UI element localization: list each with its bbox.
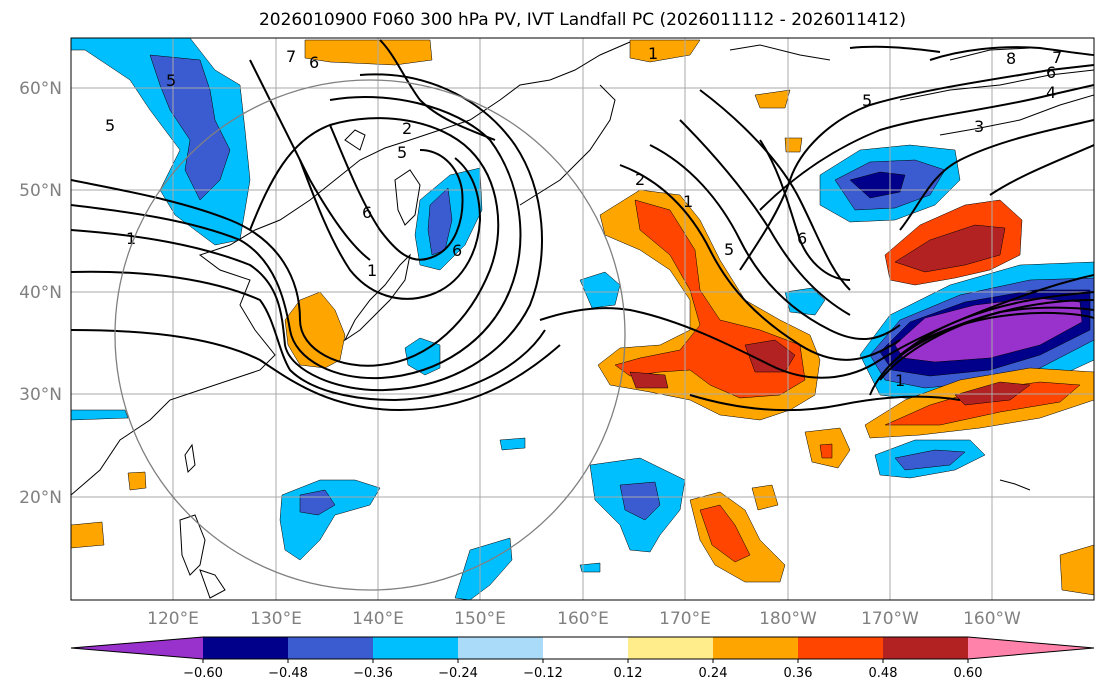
lon-tick-label: 160°W <box>963 609 1021 629</box>
lat-tick-label: 60°N <box>19 79 62 99</box>
colorbar-label: −0.48 <box>268 666 308 681</box>
colorbar-segment <box>713 637 798 659</box>
contour-labels: 5 5 1 7 6 2 5 6 1 6 7 8 6 4 3 1 5 6 2 1 … <box>105 44 1062 390</box>
coastlines <box>71 41 1094 599</box>
pv-contours <box>71 39 1094 412</box>
contour-label: 1 <box>126 229 136 248</box>
lat-tick-label: 30°N <box>19 385 62 405</box>
contour-label: 7 <box>286 47 296 66</box>
contour-label: 4 <box>1046 83 1056 102</box>
colorbar-segment <box>458 637 543 659</box>
contour-label: 6 <box>1046 63 1056 82</box>
contour-label: 5 <box>862 91 872 110</box>
contour-label: 3 <box>974 117 984 136</box>
colorbar-label: −0.24 <box>438 666 478 681</box>
contour-label: 1 <box>367 261 377 280</box>
colorbar-label: 0.48 <box>869 666 898 681</box>
figure-title: 2026010900 F060 300 hPa PV, IVT Landfall… <box>258 10 906 30</box>
lat-tick-label: 40°N <box>19 283 62 303</box>
contour-label: 6 <box>362 203 372 222</box>
colorbar-segment <box>543 637 628 659</box>
colorbar-label: −0.36 <box>353 666 393 681</box>
contour-label: 6 <box>452 241 462 260</box>
contour-label: 2 <box>635 170 645 189</box>
contour-label: 6 <box>309 53 319 72</box>
colorbar-segment <box>288 637 373 659</box>
contour-label: 6 <box>797 229 807 248</box>
lon-tick-label: 160°E <box>557 609 609 629</box>
map-plot-area: 5 5 1 7 6 2 5 6 1 6 7 8 6 4 3 1 5 6 2 1 … <box>71 38 1094 600</box>
longitude-labels: 120°E 130°E 140°E 150°E 160°E 170°E 180°… <box>147 609 1021 629</box>
contour-label: 8 <box>1006 49 1016 68</box>
contour-label: 5 <box>105 116 115 135</box>
contour-label: 1 <box>683 192 693 211</box>
colorbar-label: 0.24 <box>699 666 728 681</box>
colorbar-label: 0.12 <box>614 666 643 681</box>
contour-label: 2 <box>402 119 412 138</box>
lat-tick-label: 50°N <box>19 181 62 201</box>
colorbar-segment <box>883 637 968 659</box>
latitude-labels: 60°N 50°N 40°N 30°N 20°N <box>19 79 62 508</box>
contour-label: 5 <box>166 71 176 90</box>
colorbar-label: −0.12 <box>523 666 563 681</box>
colorbar-label: −0.60 <box>183 666 223 681</box>
contour-label: 1 <box>648 44 658 63</box>
lon-tick-label: 180°W <box>759 609 817 629</box>
lon-tick-label: 170°E <box>659 609 711 629</box>
map-frame <box>70 37 1095 601</box>
lon-tick-label: 150°E <box>454 609 506 629</box>
colorbar-segment <box>203 637 288 659</box>
contour-label: 5 <box>724 240 734 259</box>
colorbar-segment <box>373 637 458 659</box>
lon-tick-label: 130°E <box>250 609 302 629</box>
colorbar-extend-high <box>968 637 1094 659</box>
colorbar-segment <box>628 637 713 659</box>
colorbar: −0.60 −0.48 −0.36 −0.24 −0.12 0.12 0.24 … <box>70 636 1095 681</box>
colorbar-label: 0.60 <box>954 666 983 681</box>
colorbar-extend-low <box>71 637 203 659</box>
contour-label: 7 <box>1052 48 1062 67</box>
contour-label: 1 <box>895 371 905 390</box>
colorbar-label: 0.36 <box>784 666 813 681</box>
contour-label: 5 <box>397 143 407 162</box>
lon-tick-label: 170°W <box>861 609 919 629</box>
colorbar-segment <box>798 637 883 659</box>
lat-tick-label: 20°N <box>19 488 62 508</box>
radius-circle <box>114 79 626 591</box>
lon-tick-label: 140°E <box>352 609 404 629</box>
lon-tick-label: 120°E <box>147 609 199 629</box>
